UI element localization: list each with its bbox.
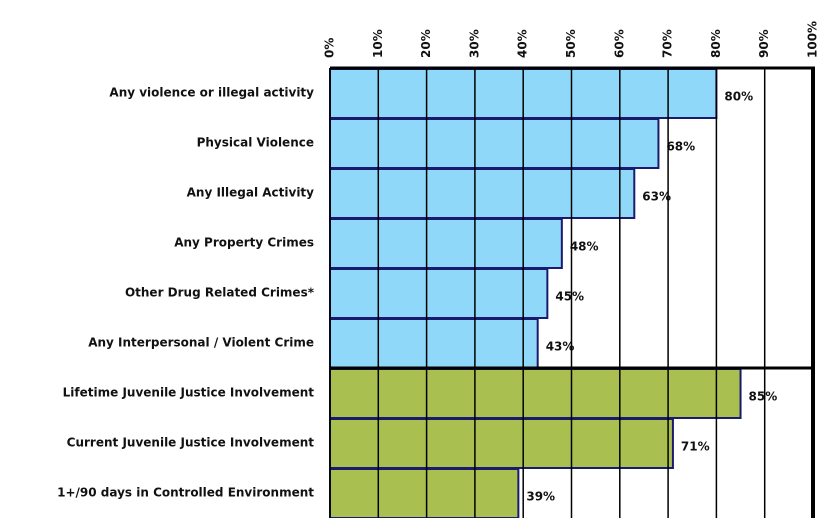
bar (329, 218, 563, 269)
x-tick-label: 20% (419, 29, 433, 58)
value-label: 45% (555, 290, 584, 304)
bar (329, 268, 549, 319)
bar (329, 118, 660, 169)
value-label: 43% (546, 340, 575, 354)
bar (329, 468, 520, 518)
x-tick-label: 0% (323, 38, 337, 58)
value-label: 63% (642, 190, 671, 204)
value-label: 80% (724, 90, 753, 104)
bar (329, 418, 674, 469)
bar (329, 318, 539, 369)
bar (329, 168, 636, 219)
category-label: Current Juvenile Justice Involvement (67, 436, 315, 450)
x-tick-label: 80% (709, 29, 723, 58)
x-tick-label: 90% (757, 29, 771, 58)
category-label: 1+/90 days in Controlled Environment (57, 486, 314, 500)
x-tick-label: 10% (371, 29, 385, 58)
value-label: 48% (570, 240, 599, 254)
category-label: Other Drug Related Crimes* (125, 286, 315, 300)
value-label: 68% (666, 140, 695, 154)
x-tick-label: 70% (661, 29, 675, 58)
category-label: Lifetime Juvenile Justice Involvement (63, 386, 315, 400)
x-tick-label: 30% (467, 29, 481, 58)
category-label: Any violence or illegal activity (109, 86, 314, 100)
bar (329, 368, 742, 419)
category-label: Physical Violence (197, 136, 314, 150)
value-label: 39% (526, 490, 555, 504)
x-tick-label: 50% (564, 29, 578, 58)
value-label: 85% (749, 390, 778, 404)
x-tick-label: 60% (612, 29, 626, 58)
category-label: Any Interpersonal / Violent Crime (88, 336, 314, 350)
value-label: 71% (681, 440, 710, 454)
category-label: Any Illegal Activity (187, 186, 315, 200)
category-label: Any Property Crimes (174, 236, 314, 250)
x-tick-label: 100% (806, 21, 820, 58)
x-tick-label: 40% (516, 29, 530, 58)
